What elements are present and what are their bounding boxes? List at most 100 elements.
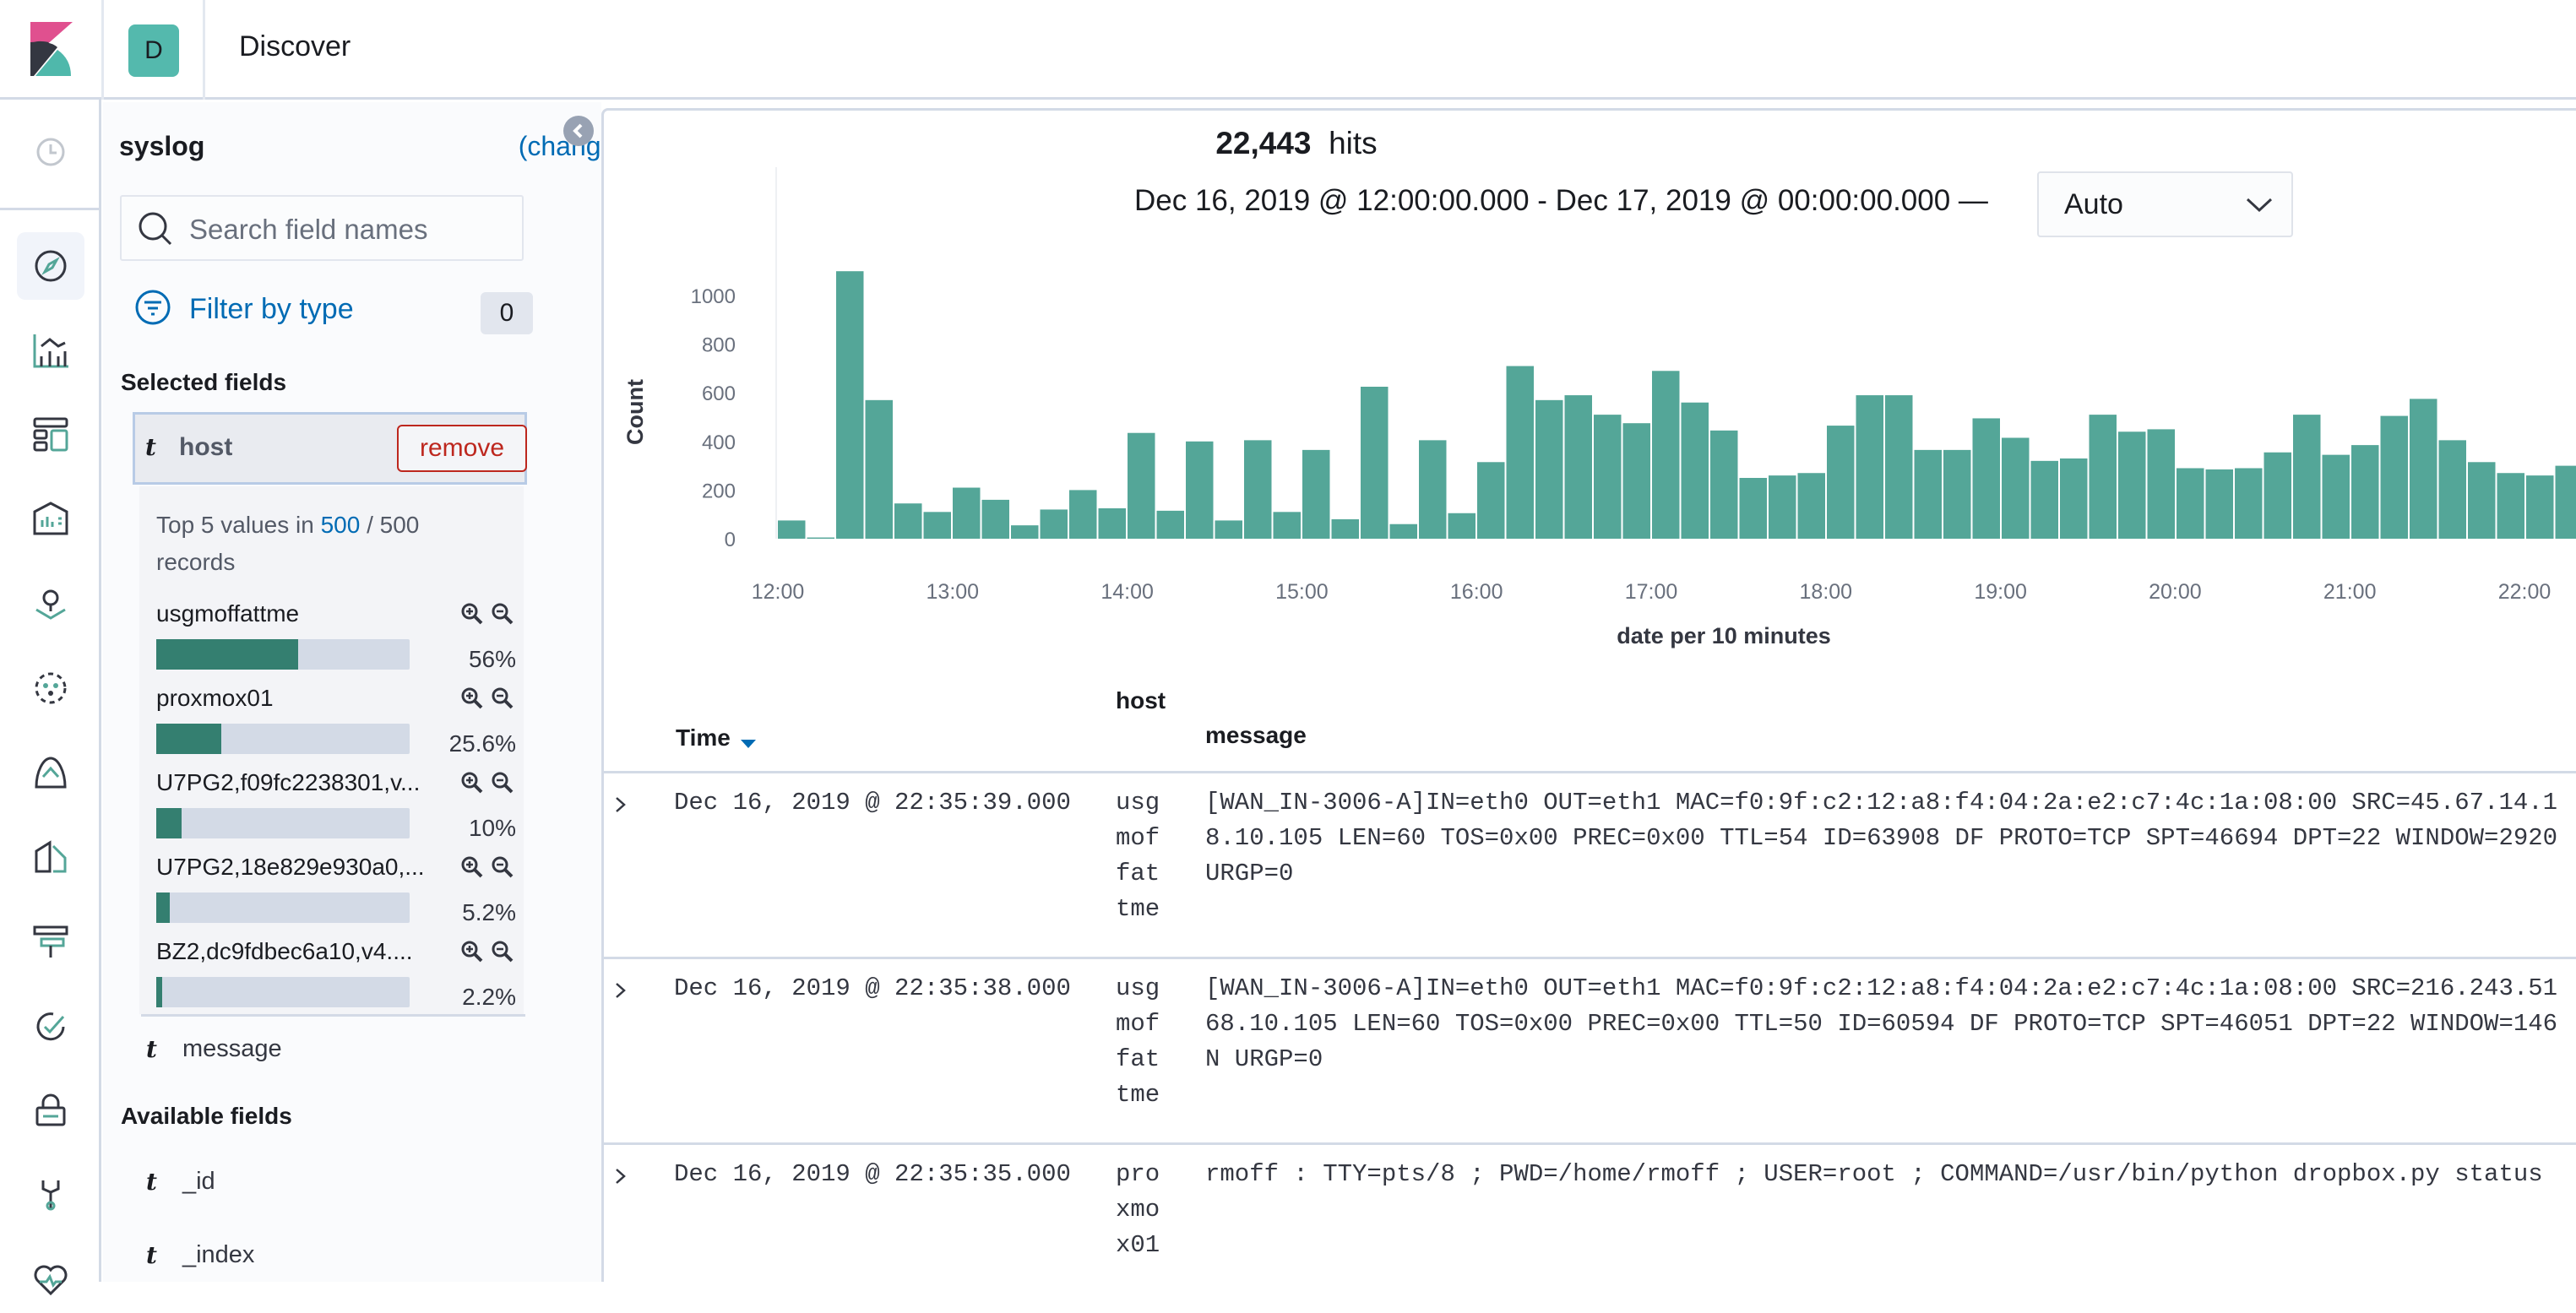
histogram-bar[interactable] xyxy=(1710,431,1738,539)
histogram-bar[interactable] xyxy=(778,520,806,539)
histogram-bar[interactable] xyxy=(1274,512,1302,539)
histogram-bar[interactable] xyxy=(1565,395,1593,539)
infrastructure-icon[interactable] xyxy=(17,739,84,806)
histogram-bar[interactable] xyxy=(2118,431,2146,539)
histogram-bar[interactable] xyxy=(1041,509,1068,539)
histogram-bar[interactable] xyxy=(836,271,864,539)
filter-for-value-magnify-plus-icon[interactable] xyxy=(460,602,484,630)
histogram-bar[interactable] xyxy=(2264,453,2292,539)
filter-for-value-magnify-plus-icon[interactable] xyxy=(460,855,484,883)
selected-field-host[interactable]: t host remove xyxy=(133,412,527,485)
kibana-logo-icon[interactable] xyxy=(30,22,73,76)
histogram-bar[interactable] xyxy=(2351,445,2379,539)
histogram-bar[interactable] xyxy=(1943,450,1971,539)
histogram-bar[interactable] xyxy=(2410,399,2437,539)
filter-for-value-magnify-plus-icon[interactable] xyxy=(460,686,484,714)
sort-desc-icon[interactable] xyxy=(741,727,756,754)
histogram-bar[interactable] xyxy=(2439,440,2467,539)
histogram-bar[interactable] xyxy=(1011,525,1039,539)
siem-lock-icon[interactable] xyxy=(17,1077,84,1144)
histogram-bar[interactable] xyxy=(2177,468,2204,539)
histogram-bar[interactable] xyxy=(1827,426,1855,539)
dashboard-icon[interactable] xyxy=(17,401,84,469)
canvas-icon[interactable] xyxy=(17,486,84,553)
histogram-bar[interactable] xyxy=(807,538,835,539)
histogram-bar[interactable] xyxy=(1915,450,1943,539)
histogram-bar[interactable] xyxy=(1973,418,2001,539)
histogram-bar[interactable] xyxy=(1244,440,1272,539)
uptime-icon[interactable] xyxy=(17,992,84,1060)
histogram-bar[interactable] xyxy=(2235,468,2263,539)
histogram-bar[interactable] xyxy=(2031,461,2059,539)
visualize-chart-icon[interactable] xyxy=(17,317,84,384)
filter-out-value-magnify-minus-icon[interactable] xyxy=(491,855,514,883)
histogram-bar[interactable] xyxy=(953,488,981,539)
filter-out-value-magnify-minus-icon[interactable] xyxy=(491,940,514,968)
filter-for-value-magnify-plus-icon[interactable] xyxy=(460,940,484,968)
histogram-bar[interactable] xyxy=(1390,524,1418,539)
histogram-bar[interactable] xyxy=(2148,429,2176,539)
filter-by-type-button[interactable]: Filter by type xyxy=(135,290,354,329)
collapse-sidebar-chevron-left-icon[interactable] xyxy=(563,116,594,146)
expand-row-chevron-right-icon[interactable] xyxy=(614,979,628,1007)
histogram-bar[interactable] xyxy=(982,500,1010,539)
histogram-bar[interactable] xyxy=(1798,473,1826,539)
dev-tools-wrench-icon[interactable] xyxy=(17,1161,84,1229)
histogram-bar[interactable] xyxy=(1507,366,1535,539)
histogram-bar[interactable] xyxy=(2002,437,2030,539)
histogram-bar[interactable] xyxy=(1332,519,1360,539)
histogram-bar[interactable] xyxy=(1186,442,1214,539)
column-header-message[interactable]: message xyxy=(1205,722,1307,749)
histogram-bar[interactable] xyxy=(1419,440,1447,539)
histogram-bar[interactable] xyxy=(1623,423,1651,539)
histogram-bar[interactable] xyxy=(1652,371,1680,539)
ml-icon[interactable] xyxy=(17,654,84,722)
histogram-bar[interactable] xyxy=(2497,473,2525,539)
filter-out-value-magnify-minus-icon[interactable] xyxy=(491,686,514,714)
histogram-bar[interactable] xyxy=(2556,466,2576,539)
available-field-index[interactable]: t _index xyxy=(139,1241,254,1269)
maps-icon[interactable] xyxy=(17,570,84,638)
histogram-bar[interactable] xyxy=(1361,387,1389,539)
histogram-bar[interactable] xyxy=(1157,511,1185,539)
histogram-bar[interactable] xyxy=(1682,403,1709,539)
histogram-bar[interactable] xyxy=(1099,508,1127,539)
selected-field-message[interactable]: t message xyxy=(139,1035,282,1063)
logs-icon[interactable] xyxy=(17,823,84,891)
histogram-bar[interactable] xyxy=(894,503,922,539)
column-header-host[interactable]: host xyxy=(1116,687,1166,714)
apm-icon[interactable] xyxy=(17,908,84,975)
histogram-bar[interactable] xyxy=(924,512,952,539)
histogram-bar[interactable] xyxy=(1302,450,1330,539)
histogram-bar[interactable] xyxy=(2526,475,2554,539)
histogram-bar[interactable] xyxy=(1215,520,1243,539)
expand-row-chevron-right-icon[interactable] xyxy=(614,1165,628,1193)
histogram-bar[interactable] xyxy=(1885,395,1913,539)
remove-field-button[interactable]: remove xyxy=(397,425,527,472)
filter-out-value-magnify-minus-icon[interactable] xyxy=(491,602,514,630)
sample-count-link[interactable]: 500 xyxy=(321,512,361,538)
histogram-bar[interactable] xyxy=(1128,433,1155,539)
available-field-id[interactable]: t _id xyxy=(139,1168,215,1196)
histogram-bar[interactable] xyxy=(866,400,894,539)
filter-out-value-magnify-minus-icon[interactable] xyxy=(491,771,514,799)
histogram-bar[interactable] xyxy=(1535,400,1563,539)
monitoring-heartbeat-icon[interactable] xyxy=(17,1245,84,1313)
discover-compass-icon[interactable] xyxy=(17,232,84,300)
histogram-bar[interactable] xyxy=(2090,415,2117,539)
space-avatar[interactable]: D xyxy=(128,24,179,77)
histogram-bar[interactable] xyxy=(2060,458,2088,539)
histogram-bar[interactable] xyxy=(2323,455,2350,539)
histogram-bar[interactable] xyxy=(1448,513,1476,539)
column-header-time[interactable]: Time xyxy=(676,722,756,754)
recently-viewed-clock-icon[interactable] xyxy=(17,118,84,186)
histogram-bar[interactable] xyxy=(1740,478,1768,539)
histogram-bar[interactable] xyxy=(2381,416,2409,539)
histogram-bar[interactable] xyxy=(2206,469,2234,539)
histogram-bar[interactable] xyxy=(1769,475,1796,539)
histogram-bar[interactable] xyxy=(1594,415,1622,539)
histogram-bar[interactable] xyxy=(1477,462,1505,539)
